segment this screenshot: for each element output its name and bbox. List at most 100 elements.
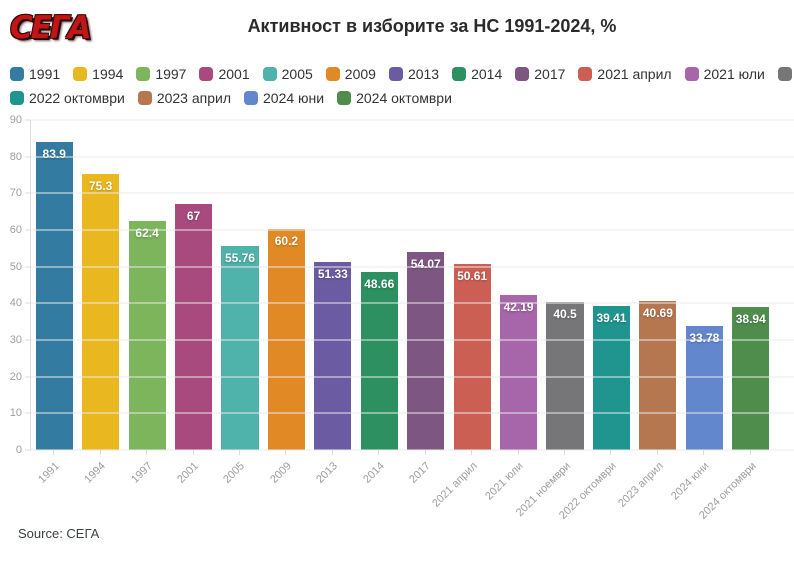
legend-swatch [136, 67, 151, 81]
grid-line [31, 302, 794, 304]
bar-value-label: 83.9 [42, 147, 66, 162]
x-axis: 1991 1994 1997 2001 2005 2009 2013 2014 2017 2021… [30, 450, 793, 522]
legend-swatch [73, 67, 88, 81]
bar-value-label: 40.69 [642, 305, 673, 320]
x-axis-tick [331, 450, 333, 455]
legend-swatch [515, 67, 530, 81]
y-axis-label: 20 [9, 370, 22, 383]
x-axis-tick [749, 450, 751, 455]
bar-1991[interactable]: 83.9 [35, 142, 73, 450]
bar-2021 ноември[interactable]: 40.5 [546, 301, 584, 450]
legend-item-2013: 2013 [388, 66, 440, 82]
bar-2021 юли[interactable]: 42.19 [500, 295, 538, 450]
x-axis-tick [517, 450, 519, 455]
x-axis-label: 2001 [175, 460, 202, 486]
bar-2023 април[interactable]: 40.69 [639, 300, 677, 450]
bar-2024 октомври[interactable]: 38.94 [732, 307, 770, 450]
legend-swatch [262, 67, 277, 81]
grid-line [31, 412, 794, 414]
x-axis-label: 2014 [360, 460, 387, 486]
x-axis-tick [610, 450, 612, 455]
legend-label: 1997 [155, 66, 187, 82]
grid-line [31, 119, 794, 121]
y-axis-label: 60 [9, 224, 22, 236]
x-axis-label: 2021 април [429, 460, 480, 510]
bar-value-label: 60.2 [274, 234, 299, 249]
x-axis-tick [378, 450, 380, 455]
bar-value-label: 40.5 [553, 306, 577, 321]
y-axis-label: 90 [9, 114, 22, 126]
x-axis-label: 2005 [221, 460, 248, 486]
y-axis-label: 10 [9, 407, 22, 420]
bar-chart: 83.9 75.3 62.4 67 55.76 60.2 51.33 48.66 54.07 50… [0, 114, 794, 522]
legend-item-2024 юни: 2024 юни [244, 90, 324, 106]
legend-item-2017: 2017 [515, 66, 565, 82]
legend-label: 2024 октомври [356, 90, 452, 106]
bar-value-label: 54.07 [410, 256, 441, 271]
y-axis-label: 70 [9, 187, 22, 200]
bar-1994[interactable]: 75.3 [82, 173, 120, 450]
legend-label: 1991 [29, 66, 61, 82]
legend-item-2021 ноември: 2021 ноември [777, 66, 794, 82]
legend-swatch [452, 67, 467, 81]
x-axis-label: 1994 [82, 460, 109, 486]
bar-2014[interactable]: 48.66 [360, 271, 398, 450]
x-axis-tick [656, 450, 658, 455]
legend-label: 2009 [344, 66, 376, 82]
grid-line [31, 376, 794, 378]
bar-2022 октомври[interactable]: 39.41 [592, 305, 631, 450]
bar-value-label: 48.66 [364, 276, 395, 291]
y-axis-label: 0 [15, 444, 22, 456]
y-axis-tick [25, 302, 31, 304]
y-axis-tick [25, 412, 31, 414]
chart-title: Активност в изборите за НС 1991-2024, % [247, 16, 617, 36]
legend-label: 2023 април [156, 90, 231, 106]
legend-swatch [578, 67, 593, 81]
legend-item-2021 юли: 2021 юли [684, 66, 765, 82]
x-axis-label: 1997 [128, 460, 155, 486]
bar-2005[interactable]: 55.76 [221, 245, 259, 450]
x-axis-tick [424, 450, 426, 455]
bar-2013[interactable]: 51.33 [314, 261, 352, 450]
y-axis-tick [25, 376, 31, 378]
legend-label: 2013 [407, 66, 440, 82]
legend-item-1991: 1991 [10, 66, 60, 82]
legend-row: 2022 октомври 2023 април 2024 юни 2024 окто… [10, 90, 784, 106]
bar-2017[interactable]: 54.07 [407, 251, 445, 450]
legend-item-2001: 2001 [199, 66, 250, 82]
bar-value-label: 67 [186, 209, 201, 224]
bar-value-label: 75.3 [88, 178, 113, 193]
y-axis-tick [25, 339, 31, 341]
x-axis-label: 2024 юни [669, 460, 712, 503]
legend-label: 2021 април [597, 66, 672, 82]
grid-line [31, 339, 794, 341]
bar-2001[interactable]: 67 [174, 204, 213, 450]
legend-swatch [244, 91, 258, 105]
grid-line [31, 266, 794, 268]
x-axis-inner: 1991 1994 1997 2001 2005 2009 2013 2014 2017 2021… [30, 450, 773, 522]
legend-label: 2024 юни [263, 90, 325, 106]
bar-value-label: 50.61 [457, 269, 488, 284]
x-axis-label: 2013 [314, 460, 341, 486]
bar-2024 юни[interactable]: 33.78 [685, 326, 723, 450]
bar-value-label: 62.4 [135, 226, 159, 241]
legend-label: 2005 [281, 66, 313, 82]
bar-2021 април[interactable]: 50.61 [453, 264, 491, 450]
bars-container: 83.9 75.3 62.4 67 55.76 60.2 51.33 48.66 54.07 50… [31, 120, 774, 450]
legend-row: 1991 1994 1997 2001 2005 2009 2013 2014 2017 2021… [10, 66, 792, 82]
legend-label: 1994 [92, 66, 124, 82]
bar-value-label: 38.94 [735, 312, 766, 327]
legend-swatch [10, 91, 24, 105]
legend-label: 2017 [534, 66, 566, 82]
x-axis-tick [53, 450, 55, 455]
x-axis-tick [99, 450, 101, 455]
x-axis-tick [238, 450, 240, 455]
legend-swatch [777, 67, 792, 81]
x-axis-label: 2009 [268, 460, 294, 486]
grid-line [31, 449, 794, 451]
legend-swatch [684, 67, 699, 81]
bar-1997[interactable]: 62.4 [128, 221, 166, 450]
y-axis-tick [25, 229, 31, 231]
x-axis-label: 2023 април [615, 460, 666, 510]
legend-swatch [325, 67, 340, 81]
